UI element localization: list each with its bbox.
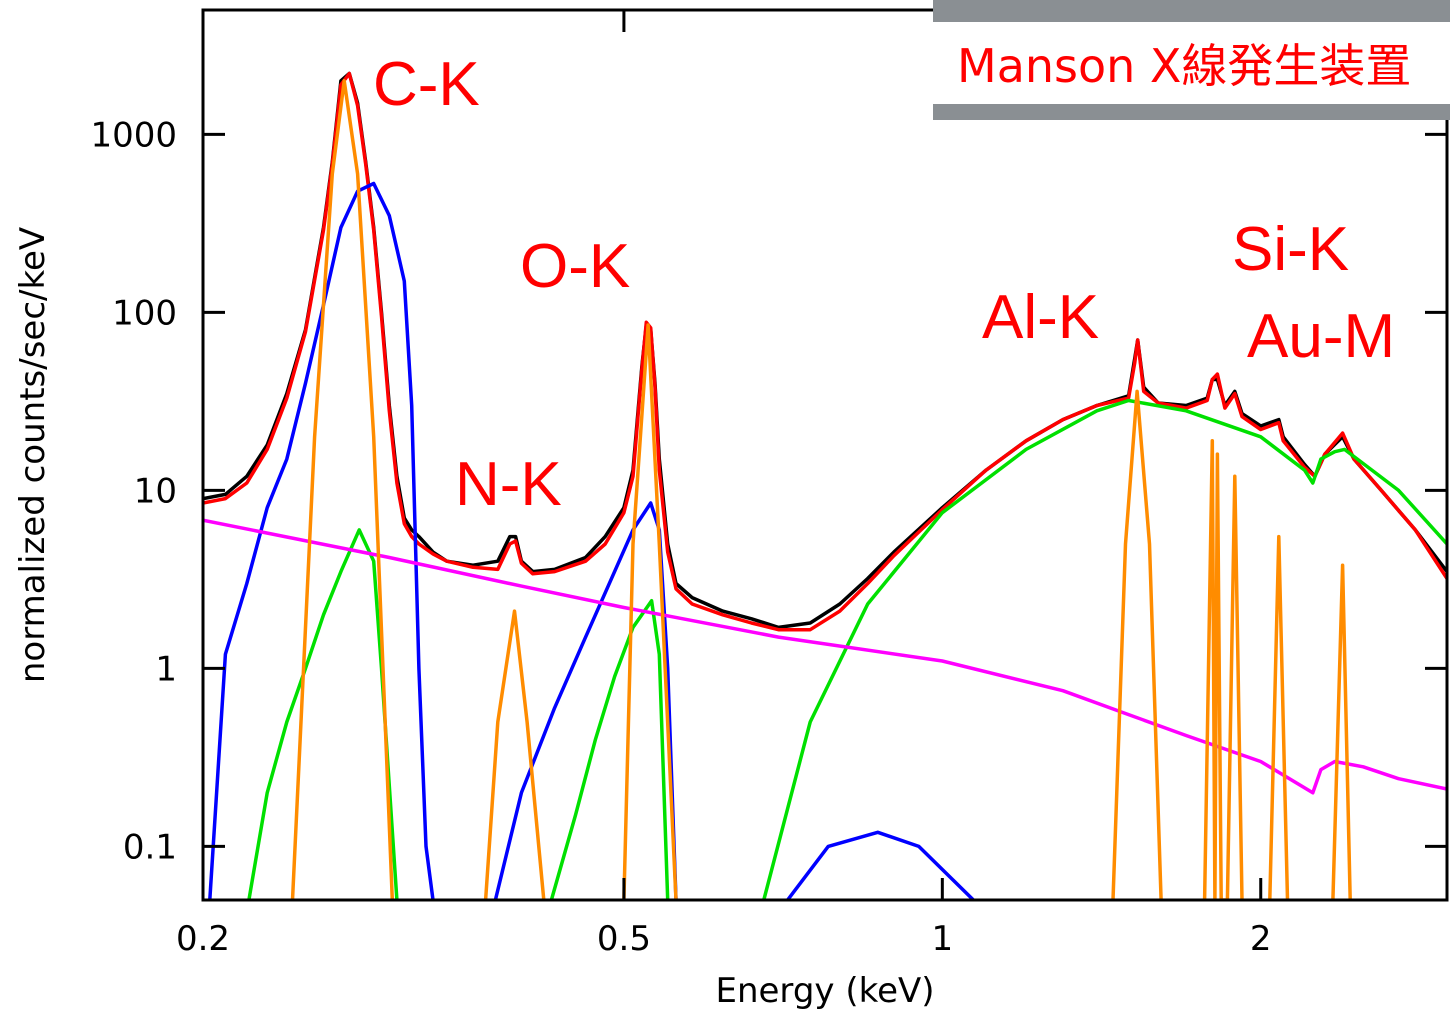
series-line <box>203 518 1447 795</box>
x-tick-label: 2 <box>1250 919 1272 959</box>
peak-label: Al-K <box>982 283 1099 352</box>
y-tick-label: 100 <box>112 293 177 333</box>
series-line <box>290 79 1352 900</box>
series-line <box>203 71 1447 632</box>
plot-area <box>203 71 1447 900</box>
y-tick-label: 1 <box>155 649 177 689</box>
inset-caption: Manson X線発生装置 <box>957 39 1411 93</box>
x-tick-label: 1 <box>932 919 954 959</box>
series-line <box>247 398 1447 900</box>
y-tick-label: 0.1 <box>123 827 177 867</box>
x-tick-label: 0.2 <box>176 919 230 959</box>
y-axis-label: normalized counts/sec/keV <box>13 227 53 683</box>
y-tick-label: 10 <box>134 471 177 511</box>
peak-label: Au-M <box>1247 302 1395 371</box>
peak-label: Si-K <box>1232 215 1349 284</box>
y-tick-label: 1000 <box>90 115 177 155</box>
caption-box <box>933 22 1450 104</box>
inset-photo: Manson X線発生装置 <box>933 0 1450 120</box>
plot-frame <box>201 8 1449 902</box>
peak-label: C-K <box>373 50 480 119</box>
peak-label: O-K <box>520 232 630 301</box>
peak-label: N-K <box>455 450 562 519</box>
x-tick-label: 0.5 <box>597 919 651 959</box>
x-axis-label: Energy (keV) <box>715 971 934 1011</box>
